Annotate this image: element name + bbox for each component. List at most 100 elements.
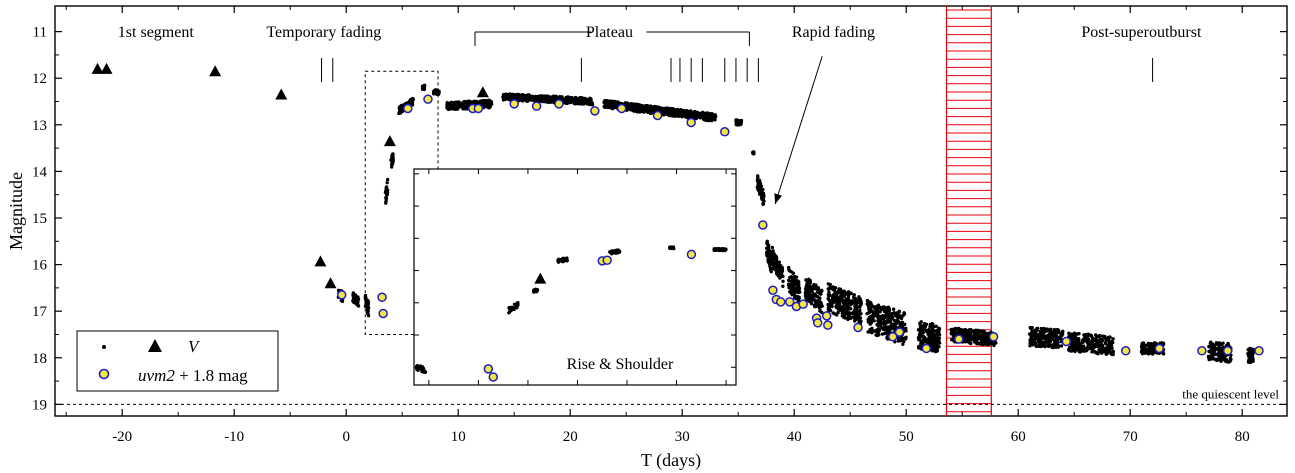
v-dot-point xyxy=(1087,340,1091,345)
v-dot-point xyxy=(832,288,837,292)
v-dot-point xyxy=(827,290,831,294)
v-dot-point xyxy=(927,334,931,338)
v-dot-point xyxy=(1072,331,1077,335)
v-dot-point xyxy=(1081,344,1086,348)
v-dot-point xyxy=(866,304,871,308)
phase-annotations: 1st segment Temporary fading Plateau Rapid … xyxy=(118,24,1202,205)
v-dot-point xyxy=(1151,352,1155,356)
v-dot-point xyxy=(870,309,874,314)
v-dot-point xyxy=(1251,350,1255,355)
uvm2-point xyxy=(888,332,898,342)
v-dot-point xyxy=(855,315,859,319)
v-dot-point xyxy=(963,336,967,341)
v-dot-point xyxy=(921,330,925,335)
v-dot-point xyxy=(841,300,846,304)
inset-v-dot-point xyxy=(535,287,539,292)
legend-uvm2-band: uvm2 xyxy=(138,366,175,385)
uvm2-point xyxy=(894,327,905,337)
v-dot-point xyxy=(588,96,592,101)
v-dot-point xyxy=(983,331,987,335)
legend-v-dot-marker xyxy=(102,345,106,349)
v-dot-point xyxy=(880,307,884,311)
v-dot-point xyxy=(972,333,976,338)
v-dot-point xyxy=(582,100,587,105)
inset-v-dot-point xyxy=(714,248,718,252)
v-dot-point xyxy=(574,96,578,100)
y-tick-label: 11 xyxy=(33,25,47,41)
v-dot-point xyxy=(544,99,548,103)
v-dot-point xyxy=(979,335,984,340)
v-dot-point xyxy=(781,274,785,279)
v-dot-point xyxy=(654,105,658,109)
v-dot-point xyxy=(583,96,587,101)
v-dot-point xyxy=(834,305,839,310)
v-dot-point xyxy=(776,274,781,278)
v-dot-point xyxy=(790,282,794,286)
v-dot-point xyxy=(885,319,889,323)
v-dot-point xyxy=(1141,341,1146,345)
v-dot-point xyxy=(832,298,837,302)
v-dot-point xyxy=(807,277,811,282)
uvm2-point xyxy=(720,127,730,137)
v-dot-point xyxy=(1111,337,1115,341)
v-dot-point xyxy=(866,330,870,334)
v-dot-point xyxy=(478,99,482,104)
uvm2-point xyxy=(473,103,484,114)
v-dot-point xyxy=(875,305,879,309)
v-dot-point xyxy=(937,327,942,331)
v-dot-point xyxy=(898,339,903,343)
v-dot-point xyxy=(1107,350,1111,354)
v-dot-point xyxy=(1031,338,1035,342)
uvm2-point xyxy=(921,343,932,354)
v-dot-point xyxy=(564,101,569,105)
uvm2-point xyxy=(853,322,863,333)
phase-label: Plateau xyxy=(586,24,633,41)
v-dot-point xyxy=(1091,338,1095,343)
inset-uvm2-point xyxy=(686,249,697,260)
v-dot-point xyxy=(903,336,907,340)
v-dot-point xyxy=(682,109,686,114)
v-dot-point xyxy=(547,99,551,104)
v-dot-point xyxy=(793,287,798,291)
v-dot-point xyxy=(385,188,390,192)
v-dot-point xyxy=(399,104,403,108)
v-dot-point xyxy=(853,306,858,311)
v-dot-point xyxy=(1056,335,1060,339)
v-dot-point xyxy=(827,303,831,307)
inset-data-points xyxy=(414,245,728,382)
v-dot-point xyxy=(791,287,795,291)
v-dot-point xyxy=(672,109,676,114)
v-dot-point xyxy=(1100,345,1105,349)
v-dot-point xyxy=(868,317,872,321)
plot-frame xyxy=(54,5,1288,417)
v-dot-point xyxy=(510,94,514,99)
v-dot-point xyxy=(806,289,810,294)
v-dot-point xyxy=(968,332,972,337)
uvm2-point xyxy=(377,292,387,302)
v-dot-point xyxy=(934,349,939,353)
inset-v-dot-point xyxy=(612,251,616,255)
v-dot-point xyxy=(1030,334,1034,339)
v-dot-point xyxy=(1228,359,1232,364)
uvm2-point xyxy=(1254,346,1264,356)
v-dot-point xyxy=(1059,332,1064,337)
v-dot-point xyxy=(1055,331,1060,335)
v-dot-point xyxy=(930,337,935,342)
v-dot-point xyxy=(516,97,520,101)
v-dot-point xyxy=(692,110,697,114)
v-dot-point xyxy=(787,278,791,283)
v-dot-point xyxy=(855,297,859,302)
v-dot-point xyxy=(609,104,613,109)
v-dot-point xyxy=(1069,332,1073,336)
uvm2-point xyxy=(590,106,600,116)
v-dot-point xyxy=(845,302,850,306)
v-dot-point xyxy=(1077,344,1082,348)
v-dot-point xyxy=(1036,335,1041,339)
v-dot-point xyxy=(1250,356,1255,360)
inset-v-dot-point xyxy=(565,256,569,260)
phase-label: Temporary fading xyxy=(266,24,381,41)
v-dot-point xyxy=(952,328,957,332)
v-dot-point xyxy=(489,103,493,107)
v-dot-point xyxy=(409,102,414,106)
v-dot-point xyxy=(520,97,524,101)
